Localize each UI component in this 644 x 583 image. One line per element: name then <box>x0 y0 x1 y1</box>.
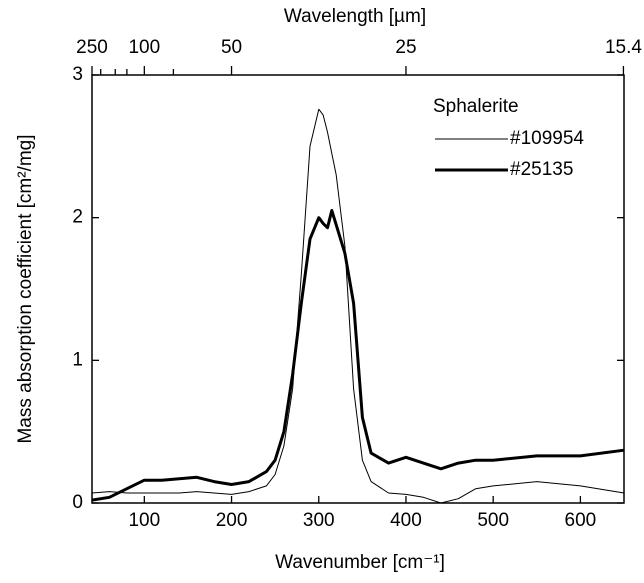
x2-tick-label: 25 <box>395 37 416 58</box>
x-tick-label: 100 <box>128 510 160 531</box>
x2-tick-label: 100 <box>128 37 160 58</box>
y-axis-title: Mass absorption coefficient [cm²/mg] <box>15 134 36 443</box>
legend-label: #109954 <box>510 128 584 149</box>
plot-frame <box>91 74 625 504</box>
series-line <box>91 108 625 504</box>
x-tick-label: 300 <box>303 510 335 531</box>
x2-tick-label: 250 <box>76 37 108 58</box>
series-line <box>91 209 625 502</box>
x-tick-label: 600 <box>565 510 597 531</box>
y-tick-label: 1 <box>72 349 83 370</box>
x-tick-label: 200 <box>216 510 248 531</box>
x2-tick-label: 50 <box>221 37 242 58</box>
legend-title: Sphalerite <box>433 96 519 117</box>
x2-axis-title: Wavelength [µm] <box>284 6 426 27</box>
y-tick-label: 3 <box>72 64 83 85</box>
y-tick-label: 0 <box>72 492 83 513</box>
x-tick-label: 500 <box>477 510 509 531</box>
y-tick-label: 2 <box>72 207 83 228</box>
legend-label: #25135 <box>510 159 573 180</box>
x2-tick-label: 15.4 <box>605 37 642 58</box>
x-tick-label: 400 <box>390 510 422 531</box>
x-axis-title: Wavenumber [cm⁻¹] <box>275 552 445 573</box>
